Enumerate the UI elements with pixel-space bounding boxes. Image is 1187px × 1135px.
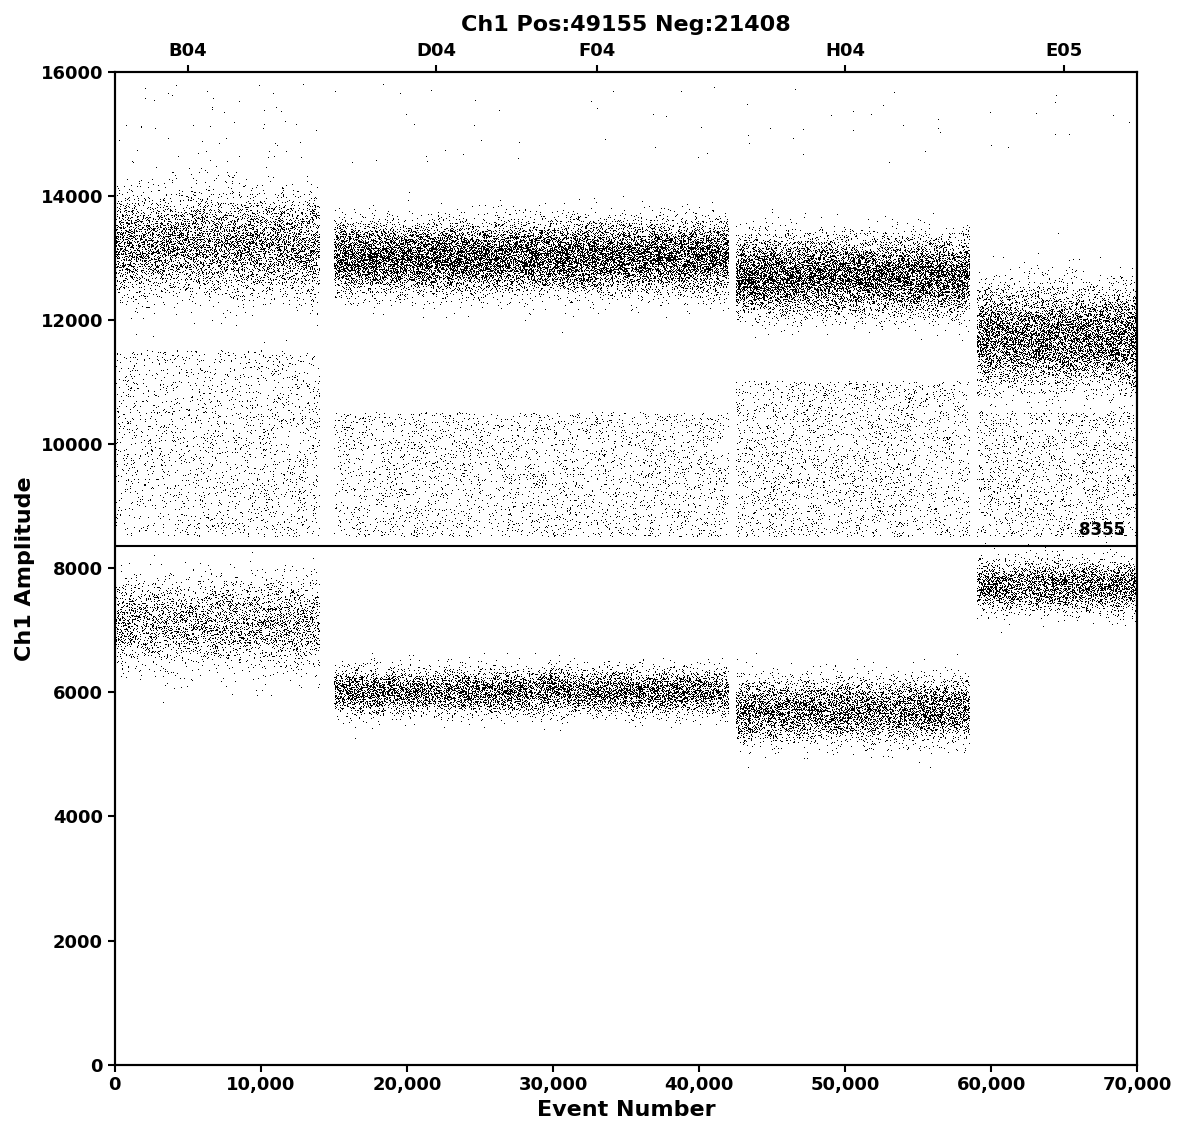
X-axis label: Event Number: Event Number [537,1100,716,1120]
Title: Ch1 Pos:49155 Neg:21408: Ch1 Pos:49155 Neg:21408 [462,15,791,35]
Y-axis label: Ch1 Amplitude: Ch1 Amplitude [15,476,34,661]
Text: 8355: 8355 [1079,521,1125,539]
